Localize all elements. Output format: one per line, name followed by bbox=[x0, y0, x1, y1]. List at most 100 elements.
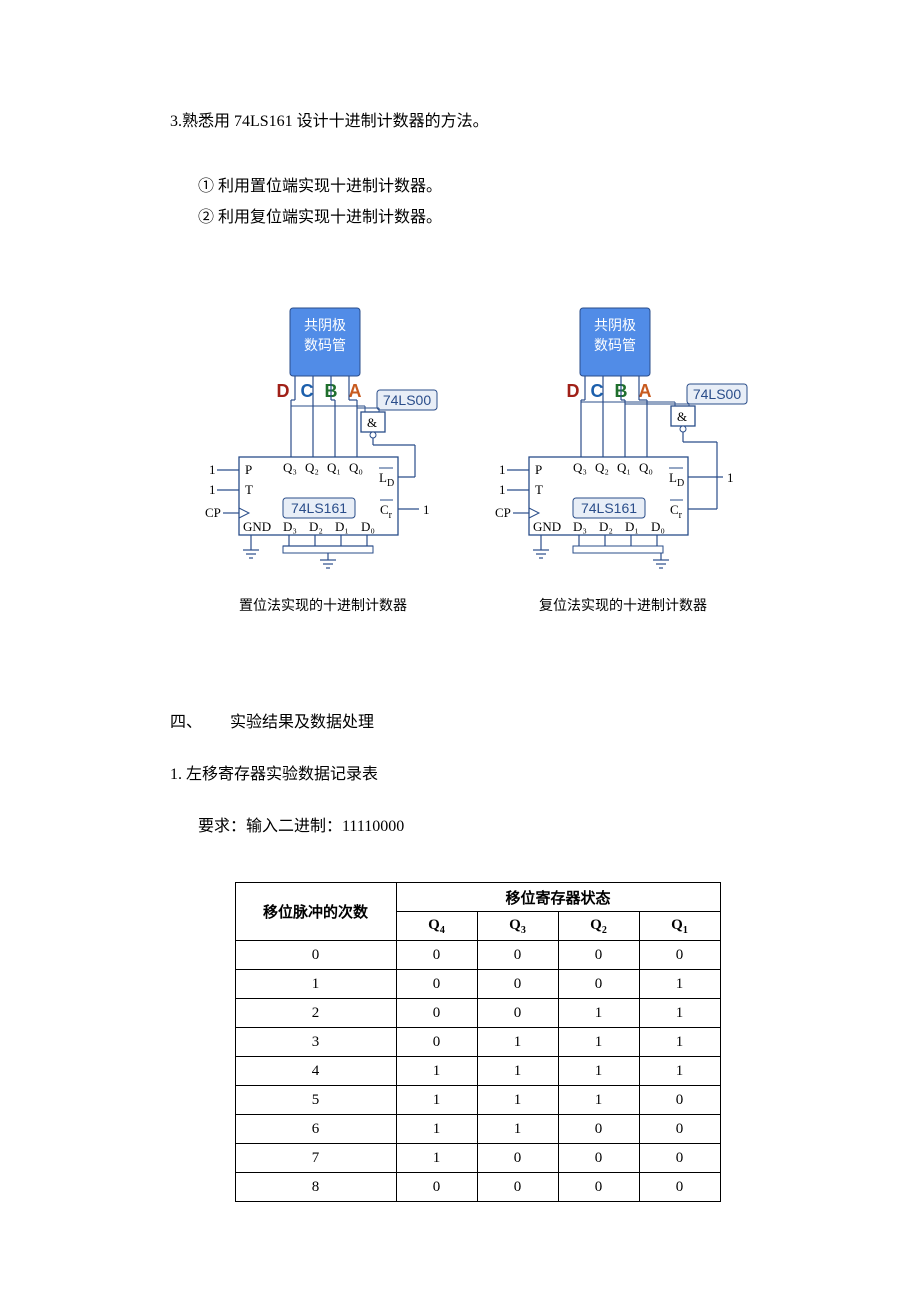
table-row: 30111 bbox=[235, 1028, 720, 1057]
th-q2: Q2 bbox=[558, 912, 639, 941]
cell-q: 0 bbox=[477, 999, 558, 1028]
cell-q: 0 bbox=[477, 941, 558, 970]
cell-pulse: 7 bbox=[235, 1144, 396, 1173]
cell-q: 0 bbox=[639, 1086, 720, 1115]
svg-text:D₁: D₁ bbox=[625, 519, 639, 534]
cell-q: 0 bbox=[558, 1173, 639, 1202]
pin-D1-a: D₁ bbox=[335, 519, 349, 534]
pin-Q1-a: Q₁ bbox=[327, 460, 341, 475]
pin-D3-a: D₃ bbox=[283, 519, 297, 534]
diagrams-container: 共阴极 数码管 D C B A 74LS00 & bbox=[170, 302, 785, 632]
svg-text:D₃: D₃ bbox=[573, 519, 587, 534]
section-4-num: 四、 bbox=[170, 708, 202, 732]
cell-q: 0 bbox=[558, 941, 639, 970]
cell-q: 0 bbox=[477, 1173, 558, 1202]
cell-q: 1 bbox=[558, 1028, 639, 1057]
cell-q: 1 bbox=[558, 1057, 639, 1086]
svg-text:1: 1 bbox=[727, 470, 734, 485]
label-A: A bbox=[348, 381, 361, 401]
cell-q: 1 bbox=[639, 999, 720, 1028]
ext-1-P-a: 1 bbox=[209, 462, 216, 477]
cell-q: 1 bbox=[639, 1057, 720, 1086]
cell-q: 0 bbox=[639, 941, 720, 970]
svg-text:D₀: D₀ bbox=[651, 519, 665, 534]
svg-text:Q₀: Q₀ bbox=[639, 460, 653, 475]
enum-item-1: ① 利用置位端实现十进制计数器。 bbox=[198, 173, 785, 202]
svg-text:Q₃: Q₃ bbox=[573, 460, 587, 475]
table-row: 20011 bbox=[235, 999, 720, 1028]
pin-T-a: T bbox=[245, 482, 253, 497]
cell-pulse: 4 bbox=[235, 1057, 396, 1086]
th-q4: Q4 bbox=[396, 912, 477, 941]
section-4-heading: 四、 实验结果及数据处理 bbox=[170, 708, 785, 732]
cell-pulse: 8 bbox=[235, 1173, 396, 1202]
svg-text:D: D bbox=[566, 381, 579, 401]
pin-D2-a: D₂ bbox=[309, 519, 323, 534]
table-row: 61100 bbox=[235, 1115, 720, 1144]
cell-q: 0 bbox=[639, 1173, 720, 1202]
pin-P-a: P bbox=[245, 462, 252, 477]
cell-q: 1 bbox=[477, 1057, 558, 1086]
th-state: 移位寄存器状态 bbox=[396, 883, 720, 912]
seg-line1: 共阴极 bbox=[304, 317, 346, 333]
label-D: D bbox=[276, 381, 289, 401]
table-row: 41111 bbox=[235, 1057, 720, 1086]
sub-heading-1: 1. 左移寄存器实验数据记录表 bbox=[170, 760, 785, 784]
cell-q: 1 bbox=[477, 1086, 558, 1115]
cell-q: 0 bbox=[396, 999, 477, 1028]
pin-Q3-a: Q₃ bbox=[283, 460, 297, 475]
svg-text:Q₂: Q₂ bbox=[595, 460, 609, 475]
svg-text:共阴极: 共阴极 bbox=[594, 317, 636, 333]
cell-q: 1 bbox=[396, 1057, 477, 1086]
ext-1-Cr-a: 1 bbox=[423, 502, 430, 517]
cell-q: 0 bbox=[477, 970, 558, 999]
cell-q: 0 bbox=[639, 1144, 720, 1173]
cell-q: 1 bbox=[558, 1086, 639, 1115]
intro-line: 3.熟悉用 74LS161 设计十进制计数器的方法。 bbox=[170, 108, 785, 137]
table-row: 51110 bbox=[235, 1086, 720, 1115]
th-q1: Q1 bbox=[639, 912, 720, 941]
svg-text:Q₁: Q₁ bbox=[617, 460, 631, 475]
svg-text:&: & bbox=[677, 409, 687, 424]
cell-pulse: 3 bbox=[235, 1028, 396, 1057]
cell-pulse: 0 bbox=[235, 941, 396, 970]
cell-q: 1 bbox=[477, 1028, 558, 1057]
label-C: C bbox=[300, 381, 313, 401]
chip-74ls161-a: 74LS161 bbox=[290, 500, 346, 516]
caption-left: 置位法实现的十进制计数器 bbox=[239, 598, 407, 614]
th-pulse: 移位脉冲的次数 bbox=[235, 883, 396, 941]
svg-text:T: T bbox=[535, 482, 543, 497]
svg-text:GND: GND bbox=[533, 519, 561, 534]
cell-q: 1 bbox=[396, 1086, 477, 1115]
section-4-title: 实验结果及数据处理 bbox=[230, 708, 374, 732]
cell-q: 1 bbox=[639, 970, 720, 999]
ext-1-T-a: 1 bbox=[209, 482, 216, 497]
table-row: 71000 bbox=[235, 1144, 720, 1173]
th-q3: Q3 bbox=[477, 912, 558, 941]
diagram-reset: 共阴极 数码管 D C B A 74LS00 & bbox=[473, 302, 773, 632]
cell-q: 1 bbox=[558, 999, 639, 1028]
cell-pulse: 2 bbox=[235, 999, 396, 1028]
cell-q: 0 bbox=[477, 1144, 558, 1173]
enum-item-2: ② 利用复位端实现十进制计数器。 bbox=[198, 204, 785, 233]
cell-pulse: 6 bbox=[235, 1115, 396, 1144]
cell-q: 0 bbox=[396, 1028, 477, 1057]
svg-text:1: 1 bbox=[499, 482, 506, 497]
svg-text:74LS00: 74LS00 bbox=[692, 386, 740, 402]
ext-CP-a: CP bbox=[205, 505, 221, 520]
table-row: 10001 bbox=[235, 970, 720, 999]
cell-q: 1 bbox=[396, 1144, 477, 1173]
pin-Q0-a: Q₀ bbox=[349, 460, 363, 475]
and-sym-a: & bbox=[367, 415, 377, 430]
cell-q: 0 bbox=[396, 1173, 477, 1202]
cell-q: 0 bbox=[396, 970, 477, 999]
svg-text:1: 1 bbox=[499, 462, 506, 477]
pin-GND-a: GND bbox=[243, 519, 271, 534]
svg-text:P: P bbox=[535, 462, 542, 477]
pin-D0-a: D₀ bbox=[361, 519, 375, 534]
svg-text:CP: CP bbox=[495, 505, 511, 520]
cell-q: 1 bbox=[396, 1115, 477, 1144]
shift-register-table: 移位脉冲的次数 移位寄存器状态 Q4Q3Q2Q1 000001000120011… bbox=[235, 882, 721, 1202]
svg-text:74LS161: 74LS161 bbox=[580, 500, 636, 516]
cell-q: 0 bbox=[639, 1115, 720, 1144]
